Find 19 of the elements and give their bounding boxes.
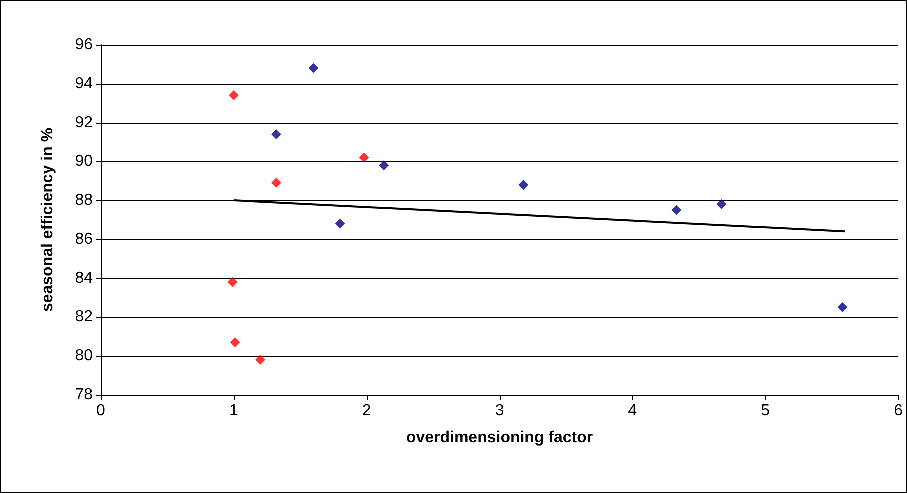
x-tick-label: 5 — [761, 402, 770, 420]
y-tick-label: 94 — [75, 75, 94, 92]
y-tick-label: 96 — [75, 36, 94, 54]
y-tick-label: 92 — [75, 114, 94, 132]
x-tick-label: 0 — [96, 402, 106, 420]
x-tick-label: 1 — [229, 402, 238, 420]
y-tick-label: 80 — [75, 348, 94, 365]
y-tick-label: 84 — [75, 270, 94, 287]
y-tick-label: 86 — [75, 230, 94, 248]
x-tick-label: 3 — [495, 402, 504, 420]
x-tick-label: 4 — [628, 402, 638, 420]
y-tick-label: 90 — [75, 153, 94, 170]
y-tick-label: 78 — [75, 386, 94, 404]
x-tick-label: 6 — [894, 402, 904, 420]
y-tick-label: 88 — [75, 192, 94, 210]
x-axis-title: overdimensioning factor — [406, 430, 594, 446]
x-tick-label: 2 — [362, 402, 372, 420]
y-axis-title: seasonal efficiency in % — [40, 128, 56, 312]
y-tick-label: 82 — [75, 308, 94, 326]
